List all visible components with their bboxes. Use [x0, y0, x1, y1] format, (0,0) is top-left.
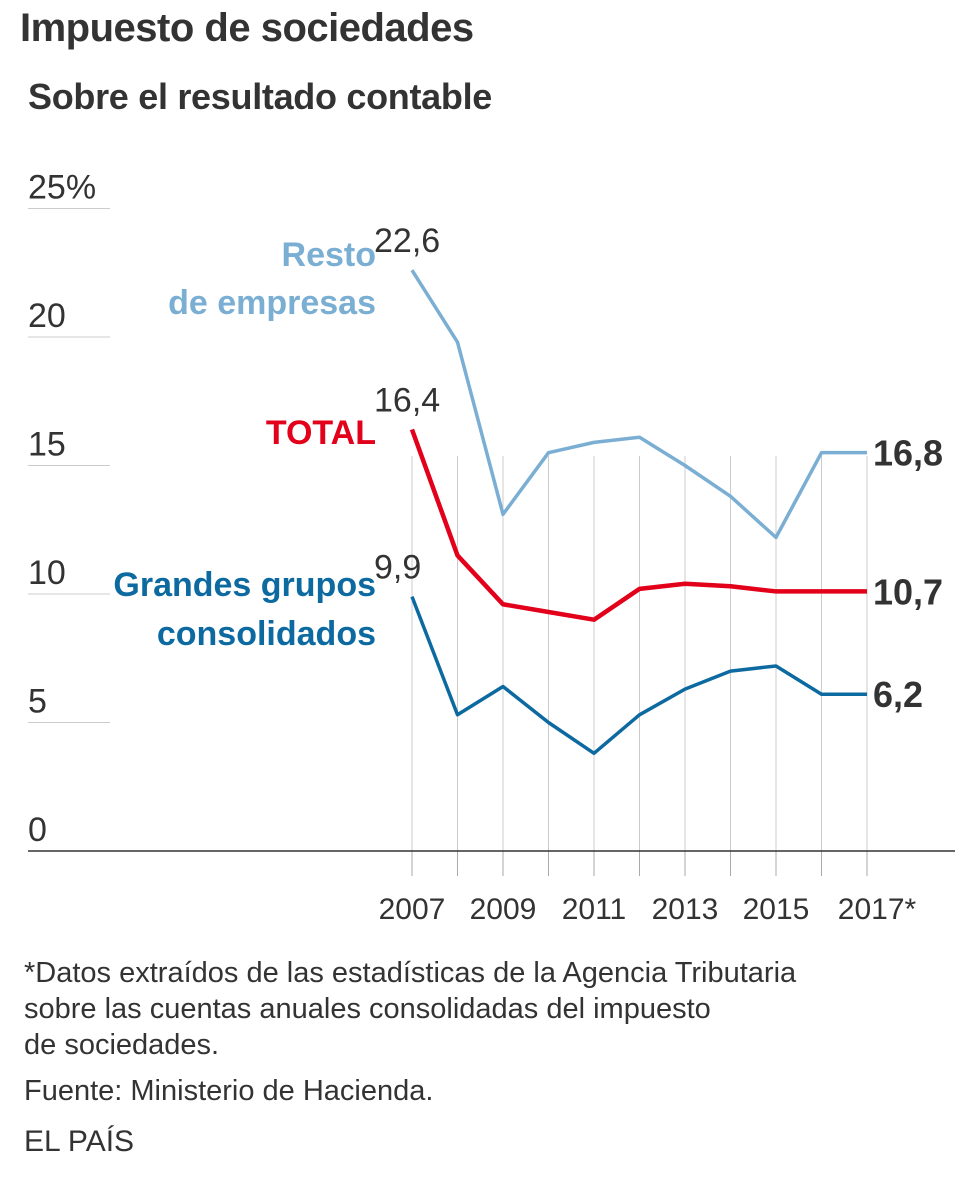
- y-tick-label: 5: [28, 683, 47, 721]
- y-axis-ticks: 25% 20 15 10 5 0: [28, 169, 96, 850]
- last-value-label: 16,8: [873, 433, 943, 474]
- x-axis-ticks: 2007 2009 2011 2013 2015 2017*: [379, 893, 917, 926]
- y-tick-label: 25%: [28, 169, 96, 207]
- x-tick-label: 2013: [652, 893, 719, 926]
- first-value-label: 9,9: [374, 549, 421, 587]
- last-value-label: 6,2: [873, 674, 923, 715]
- y-tick-label: 0: [28, 811, 47, 849]
- series-name-label: Grandes grupos: [113, 566, 376, 604]
- x-tick-label: 2017*: [838, 893, 917, 926]
- footnote: *Datos extraídos de las estadísticas de …: [24, 955, 964, 1063]
- footnote-line: *Datos extraídos de las estadísticas de …: [24, 957, 797, 989]
- series-name-label: de empresas: [168, 284, 376, 322]
- chart-title: Impuesto de sociedades: [20, 6, 474, 50]
- x-tick-label: 2007: [379, 893, 446, 926]
- series-lines: [409, 269, 868, 756]
- brand-logo: EL PAÍS: [24, 1125, 135, 1158]
- x-tick-label: 2011: [562, 893, 627, 926]
- source-note: Fuente: Ministerio de Hacienda.: [24, 1075, 434, 1107]
- footnote-line: de sociedades.: [24, 1029, 220, 1061]
- y-tick-label: 20: [28, 297, 66, 335]
- y-tick-label: 15: [28, 426, 66, 464]
- series-name-label: consolidados: [157, 615, 376, 653]
- gridlines: [28, 208, 955, 876]
- series-name-label: Resto: [282, 236, 376, 274]
- y-tick-label: 10: [28, 554, 66, 592]
- x-tick-label: 2015: [743, 893, 810, 926]
- footnote-line: sobre las cuentas anuales consolidadas d…: [24, 993, 711, 1025]
- chart-subtitle: Sobre el resultado contable: [28, 76, 493, 117]
- last-value-label: 10,7: [873, 571, 943, 612]
- series-name-label: TOTAL: [266, 414, 376, 452]
- first-value-label: 16,4: [374, 382, 440, 420]
- first-value-label: 22,6: [374, 222, 440, 260]
- x-tick-label: 2009: [470, 893, 537, 926]
